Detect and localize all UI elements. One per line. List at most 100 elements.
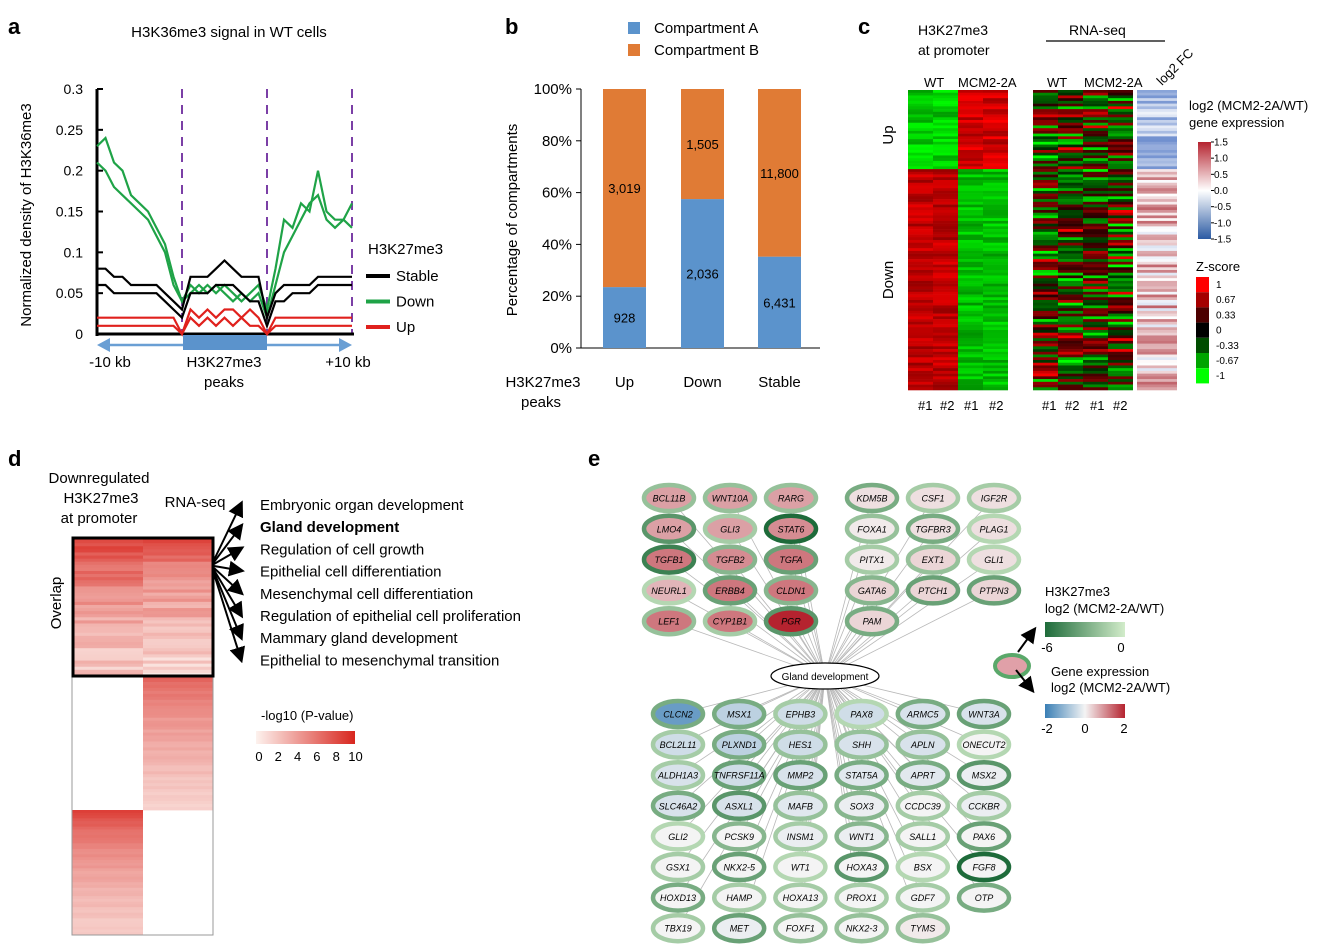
log2fc-cell [1137, 182, 1177, 186]
heatmap-cell [958, 286, 983, 290]
heatmap-cell [933, 373, 958, 377]
heatmap-cell [1033, 133, 1058, 137]
heatmap-cell [933, 291, 958, 295]
heatmap-cell [1083, 321, 1108, 325]
heatmap-cell [1033, 270, 1058, 274]
heatmap-stripe [143, 564, 213, 569]
gene-node-label: TBX19 [664, 924, 692, 934]
gene-node [966, 482, 1022, 514]
heatmap-stripe [72, 921, 143, 925]
heatmap-cell [1033, 171, 1058, 175]
zscore-title: Z-score [1196, 259, 1240, 274]
heatmap-stripe [72, 604, 143, 609]
heatmap-cell [1058, 100, 1083, 104]
heatmap-cell [1058, 362, 1083, 366]
heatmap-cell [1108, 283, 1133, 287]
log2fc-cell [1137, 316, 1177, 320]
data-label: 11,800 [760, 166, 799, 181]
log2fc-cell [1137, 204, 1177, 208]
zscore-tick-label: 0 [1216, 326, 1222, 337]
heatmap-cell [1108, 270, 1133, 274]
panel-a-line-chart: H3K36me3 signal in WT cells Normalized d… [18, 24, 443, 391]
heatmap-cell [908, 160, 933, 164]
heatmap-stripe [72, 543, 143, 547]
gene-node [956, 759, 1012, 791]
go-term: Mesenchymal cell differentiation [260, 586, 473, 603]
heatmap-cell [958, 365, 983, 369]
heatmap-cell [1058, 357, 1083, 361]
heatmap-cell [983, 220, 1008, 224]
heatmap-cell [1033, 272, 1058, 276]
heatmap-cell [958, 360, 983, 364]
log2fc-cell [1137, 283, 1177, 287]
heatmap-cell [1058, 106, 1083, 110]
heatmap-stripe [143, 567, 213, 572]
heatmap-cell [1083, 98, 1108, 102]
heatmap-cell [1108, 188, 1133, 192]
heatmap-cell [908, 379, 933, 383]
heatmap-cell [933, 321, 958, 325]
heatmap-cell [1108, 95, 1133, 99]
heatmap-stripe [143, 583, 213, 587]
heatmap-cell [1033, 185, 1058, 189]
log2fc-cell [1137, 160, 1177, 164]
heatmap-cell [958, 117, 983, 121]
heatmap-cell [1058, 261, 1083, 265]
gene-node-label: ERBB4 [715, 586, 745, 596]
heatmap-cell [1083, 357, 1108, 361]
x-tick-label: -10 kb [89, 354, 131, 371]
heatmap-cell [958, 324, 983, 328]
heatmap-cell [1033, 305, 1058, 309]
heatmap-cell [908, 294, 933, 298]
heatmap-cell [958, 212, 983, 216]
heatmap-cell [1033, 297, 1058, 301]
heatmap-cell [1033, 201, 1058, 205]
zscore-swatch [1196, 292, 1209, 308]
heatmap-cell [908, 278, 933, 282]
heatmap-cell [1108, 327, 1133, 331]
heatmap-cell [1033, 160, 1058, 164]
heatmap-cell [908, 158, 933, 162]
heatmap-cell [1033, 98, 1058, 102]
heatmap-cell [958, 330, 983, 334]
heatmap-cell [1033, 169, 1058, 173]
heatmap-cell [983, 144, 1008, 148]
heatmap-stripe [143, 735, 213, 739]
arrow-icon [213, 571, 244, 641]
log2fc-cell [1137, 340, 1177, 344]
heatmap-stripe [72, 601, 143, 606]
log2fc-cell [1137, 177, 1177, 181]
log2fc-cell [1137, 155, 1177, 159]
heatmap-cell [1083, 103, 1108, 107]
log2fc-cell [1137, 147, 1177, 151]
heatmap-cell [1033, 215, 1058, 219]
heatmap-cell [1058, 313, 1083, 317]
heatmap-cell [1058, 343, 1083, 347]
heatmap-cell [983, 275, 1008, 279]
heatmap-stripe [143, 552, 213, 556]
legend-title: -log10 (P-value) [261, 708, 354, 723]
heatmap-cell [1083, 384, 1108, 388]
heatmap-cell [1083, 294, 1108, 298]
x-tick-label: Stable [758, 374, 801, 391]
heatmap-cell [908, 324, 933, 328]
log2fc-cell [1137, 136, 1177, 140]
heatmap-cell [908, 169, 933, 173]
heatmap-cell [958, 231, 983, 235]
heatmap-stripe [143, 586, 213, 590]
legend-label: Down [396, 294, 434, 311]
heatmap-cell [1108, 297, 1133, 301]
heatmap-cell [983, 294, 1008, 298]
heatmap-cell [983, 253, 1008, 257]
heatmap-cell [958, 136, 983, 140]
heatmap-cell [1108, 381, 1133, 385]
data-label: 928 [614, 311, 636, 326]
heatmap-cell [933, 171, 958, 175]
heatmap-cell [908, 250, 933, 254]
heatmap-stripe [72, 910, 143, 914]
heatmap-cell [983, 357, 1008, 361]
heatmap-cell [1058, 215, 1083, 219]
heatmap-cell [1033, 248, 1058, 252]
heatmap-cell [1108, 240, 1133, 244]
gene-node-label: PTCH1 [918, 586, 948, 596]
